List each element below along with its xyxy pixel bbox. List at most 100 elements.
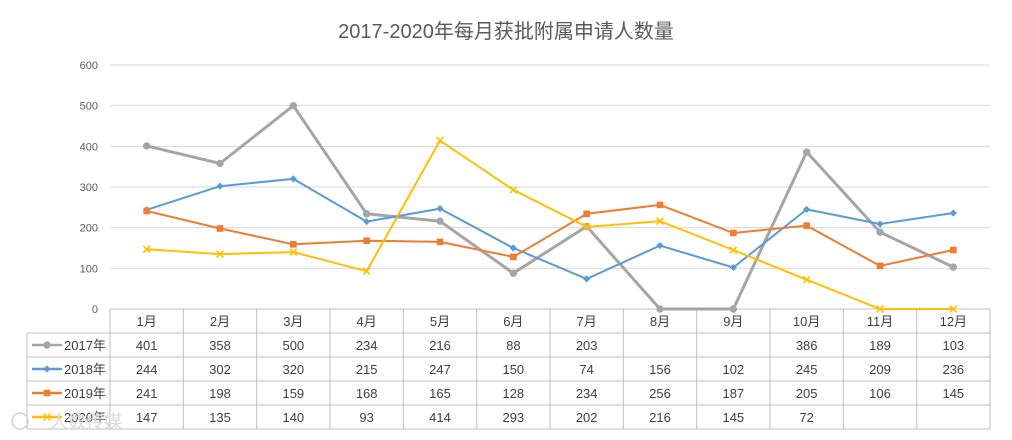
data-point [142, 142, 151, 150]
table-cell: 145 [942, 386, 964, 401]
data-point [436, 238, 444, 246]
data-point [143, 207, 150, 215]
y-tick-label: 200 [80, 223, 98, 235]
watermark-text: 人数传媒 [50, 412, 122, 433]
data-point [950, 246, 957, 254]
x-tick-label: 4月 [357, 314, 377, 329]
chart-title: 2017-2020年每月获批附属申请人数量 [338, 20, 674, 43]
y-tick-label: 100 [80, 263, 98, 275]
y-tick-label: 600 [80, 60, 98, 72]
legend-label: 2020年 [64, 410, 106, 425]
x-tick-label: 12月 [940, 314, 967, 329]
data-point [289, 101, 298, 110]
table-cell: 93 [359, 410, 373, 425]
series-lines [142, 101, 958, 313]
y-tick-label: 0 [92, 304, 98, 316]
table-cell: 198 [209, 386, 231, 401]
data-point [949, 209, 957, 217]
x-tick-label: 5月 [430, 314, 450, 329]
legend-key-marker [43, 341, 51, 349]
legend-label: 2018年 [64, 362, 106, 377]
legend-key-marker [43, 413, 51, 421]
watermark-logo-icon [11, 412, 29, 430]
data-point [363, 217, 371, 226]
table-cell: 168 [356, 386, 378, 401]
table-cell: 102 [722, 362, 744, 377]
data-point [730, 229, 737, 237]
x-tick-label: 6月 [503, 314, 523, 329]
table-cell: 216 [649, 410, 671, 425]
data-point [803, 222, 810, 229]
data-point [436, 204, 444, 213]
table-cell: 74 [579, 362, 593, 377]
data-point [216, 250, 224, 259]
table-cell: 401 [136, 338, 158, 353]
series-line [145, 104, 955, 311]
table-cell: 150 [502, 362, 524, 377]
gridlines: 0 100 200 300 400 500 600 [80, 60, 990, 316]
table-cell: 241 [136, 386, 158, 401]
table-cell: 414 [429, 410, 451, 425]
data-point [289, 175, 297, 183]
data-point [876, 220, 884, 228]
data-point [802, 148, 811, 156]
data-point [729, 305, 738, 313]
table-cell: 386 [796, 338, 818, 353]
table-cell: 245 [796, 362, 818, 377]
table-cell: 165 [429, 386, 451, 401]
table-cell: 500 [282, 338, 304, 353]
data-point [876, 305, 884, 313]
data-point [362, 210, 371, 218]
data-point [729, 263, 737, 272]
series-2020年 [142, 136, 958, 313]
data-point [656, 305, 664, 313]
x-tick-label: 11月 [867, 314, 894, 329]
x-tick-label: 7月 [577, 314, 597, 329]
data-point [729, 246, 738, 254]
data-point [290, 241, 297, 248]
y-tick-label: 300 [80, 182, 98, 194]
data-point [436, 217, 444, 225]
table-cell: 256 [649, 386, 671, 401]
legend-label: 2017年 [64, 338, 106, 353]
data-point [509, 185, 518, 194]
table-cell: 159 [282, 386, 304, 401]
table-cell: 189 [869, 338, 891, 353]
table-cell: 140 [282, 410, 304, 425]
table-cell: 234 [576, 386, 598, 401]
table-cell: 358 [209, 338, 231, 353]
data-point [583, 210, 590, 218]
x-tick-label: 1月 [137, 314, 157, 329]
table-cell: 293 [502, 410, 524, 425]
table-cell: 302 [209, 362, 231, 377]
series-line [145, 203, 955, 267]
series-line [145, 139, 955, 310]
table-cell: 106 [869, 386, 891, 401]
data-point [583, 275, 591, 283]
legend-label: 2019年 [64, 386, 106, 401]
table-cell: 234 [356, 338, 378, 353]
data-point [216, 182, 224, 190]
table-cell: 147 [136, 410, 158, 425]
data-table: 1月 2月 3月 4月 5月 6月 7月 8月 9月 10月 11月 12月 2017年 401 358 50… [26, 308, 991, 430]
table-cell: 203 [576, 338, 598, 353]
x-tick-label: 10月 [793, 314, 820, 329]
table-cell: 88 [506, 338, 520, 353]
table-cell: 236 [942, 362, 964, 377]
data-point [656, 217, 664, 226]
x-tick-label: 9月 [723, 314, 743, 329]
data-point [949, 263, 958, 271]
data-point [510, 253, 517, 261]
data-point [509, 269, 518, 277]
table-cell: 244 [136, 362, 158, 377]
data-point [876, 262, 884, 270]
table-cell: 135 [209, 410, 231, 425]
x-tick-label: 2月 [210, 314, 230, 329]
x-tick-label: 8月 [650, 314, 670, 329]
data-point [216, 225, 224, 232]
y-tick-label: 400 [80, 141, 98, 153]
table-cell: 103 [942, 338, 964, 353]
data-point [289, 248, 298, 257]
data-point [582, 222, 591, 231]
